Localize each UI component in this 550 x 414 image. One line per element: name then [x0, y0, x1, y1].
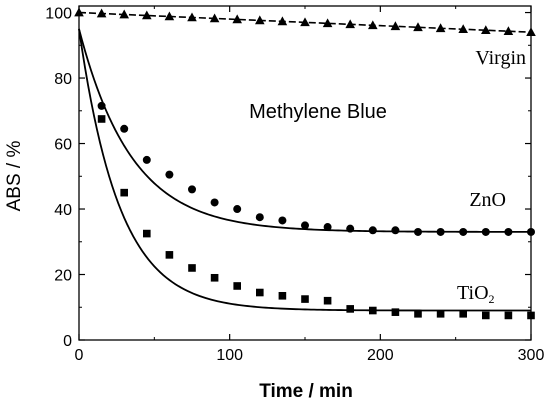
- data-point-zno: [278, 216, 287, 225]
- data-point-tio2: [323, 296, 332, 305]
- data-point-virgin: [96, 8, 107, 18]
- data-point-virgin: [435, 23, 446, 33]
- data-point-tio2: [278, 291, 287, 300]
- data-point-tio2: [346, 305, 354, 313]
- data-point-zno: [481, 227, 490, 236]
- data-point-tio2: [301, 295, 309, 303]
- annotation-tio2-base: TiO: [457, 282, 489, 304]
- annotation-tio2-subscript: 2: [489, 292, 495, 306]
- axes: 0 100 200 300 0 20 40 60 80 100: [45, 5, 545, 364]
- data-point-virgin: [187, 12, 197, 22]
- data-point-tio2: [369, 306, 377, 315]
- data-point-virgin: [413, 22, 423, 32]
- data-point-virgin: [368, 20, 378, 30]
- x-axis-label: Time / min: [259, 381, 353, 402]
- data-point-tio2: [97, 115, 106, 123]
- data-point-tio2: [459, 310, 467, 318]
- data-point-zno: [459, 227, 468, 236]
- data-point-zno: [188, 185, 196, 194]
- data-point-virgin: [164, 11, 175, 21]
- data-point-zno: [165, 170, 174, 179]
- data-point-tio2: [504, 311, 513, 320]
- data-point-tio2: [188, 264, 196, 272]
- y-tick-label: 0: [63, 333, 72, 350]
- fit-line-zno: [78, 28, 531, 233]
- data-point-zno: [414, 227, 422, 236]
- data-point-zno: [255, 213, 264, 222]
- data-point-virgin: [142, 10, 152, 20]
- annotation-virgin: Virgin: [475, 47, 526, 69]
- data-point-zno: [504, 227, 513, 236]
- data-point-tio2: [120, 188, 128, 197]
- data-point-tio2: [233, 282, 241, 290]
- y-tick-label: 100: [45, 6, 72, 23]
- data-point-tio2: [256, 288, 264, 297]
- data-point-tio2: [143, 229, 151, 238]
- data-point-zno: [391, 226, 400, 235]
- data-point-tio2: [414, 310, 422, 318]
- data-point-zno: [436, 227, 445, 236]
- data-point-virgin: [322, 18, 333, 28]
- data-point-zno: [368, 226, 377, 235]
- annotation-tio2: TiO2: [457, 282, 495, 306]
- data-point-virgin: [345, 19, 355, 29]
- data-point-tio2: [210, 273, 219, 282]
- data-point-zno: [97, 101, 106, 110]
- y-tick-label: 60: [54, 137, 72, 154]
- annotation-methylene-blue: Methylene Blue: [249, 101, 387, 123]
- data-point-tio2: [436, 310, 445, 318]
- fit-line-tio2: [78, 28, 532, 312]
- data-point-virgin: [390, 21, 401, 31]
- x-tick-label: 200: [367, 347, 394, 364]
- data-point-virgin: [503, 26, 514, 36]
- plot-area: [74, 7, 536, 320]
- data-point-zno: [210, 198, 219, 207]
- annotation-zno: ZnO: [469, 189, 506, 211]
- data-point-virgin: [209, 13, 220, 23]
- data-point-tio2: [391, 308, 400, 316]
- data-point-zno: [346, 224, 355, 233]
- data-point-zno: [142, 155, 151, 164]
- data-point-zno: [323, 223, 332, 232]
- x-tick-label: 0: [75, 347, 84, 364]
- data-point-zno: [301, 221, 309, 230]
- data-point-virgin: [458, 24, 468, 34]
- data-point-virgin: [300, 17, 310, 27]
- data-point-virgin: [232, 14, 242, 24]
- data-point-tio2: [482, 311, 490, 320]
- data-point-virgin: [277, 16, 288, 26]
- x-tick-label: 300: [518, 347, 545, 364]
- y-tick-label: 40: [54, 202, 72, 219]
- data-point-zno: [233, 205, 242, 214]
- data-point-virgin: [255, 15, 265, 25]
- y-axis-label: ABS / %: [4, 141, 25, 212]
- data-point-virgin: [481, 25, 491, 35]
- data-point-tio2: [165, 251, 174, 259]
- y-tick-label: 20: [54, 268, 72, 285]
- y-tick-label: 80: [54, 71, 72, 88]
- x-tick-label: 100: [216, 347, 243, 364]
- data-point-zno: [120, 124, 129, 133]
- data-point-virgin: [119, 9, 129, 19]
